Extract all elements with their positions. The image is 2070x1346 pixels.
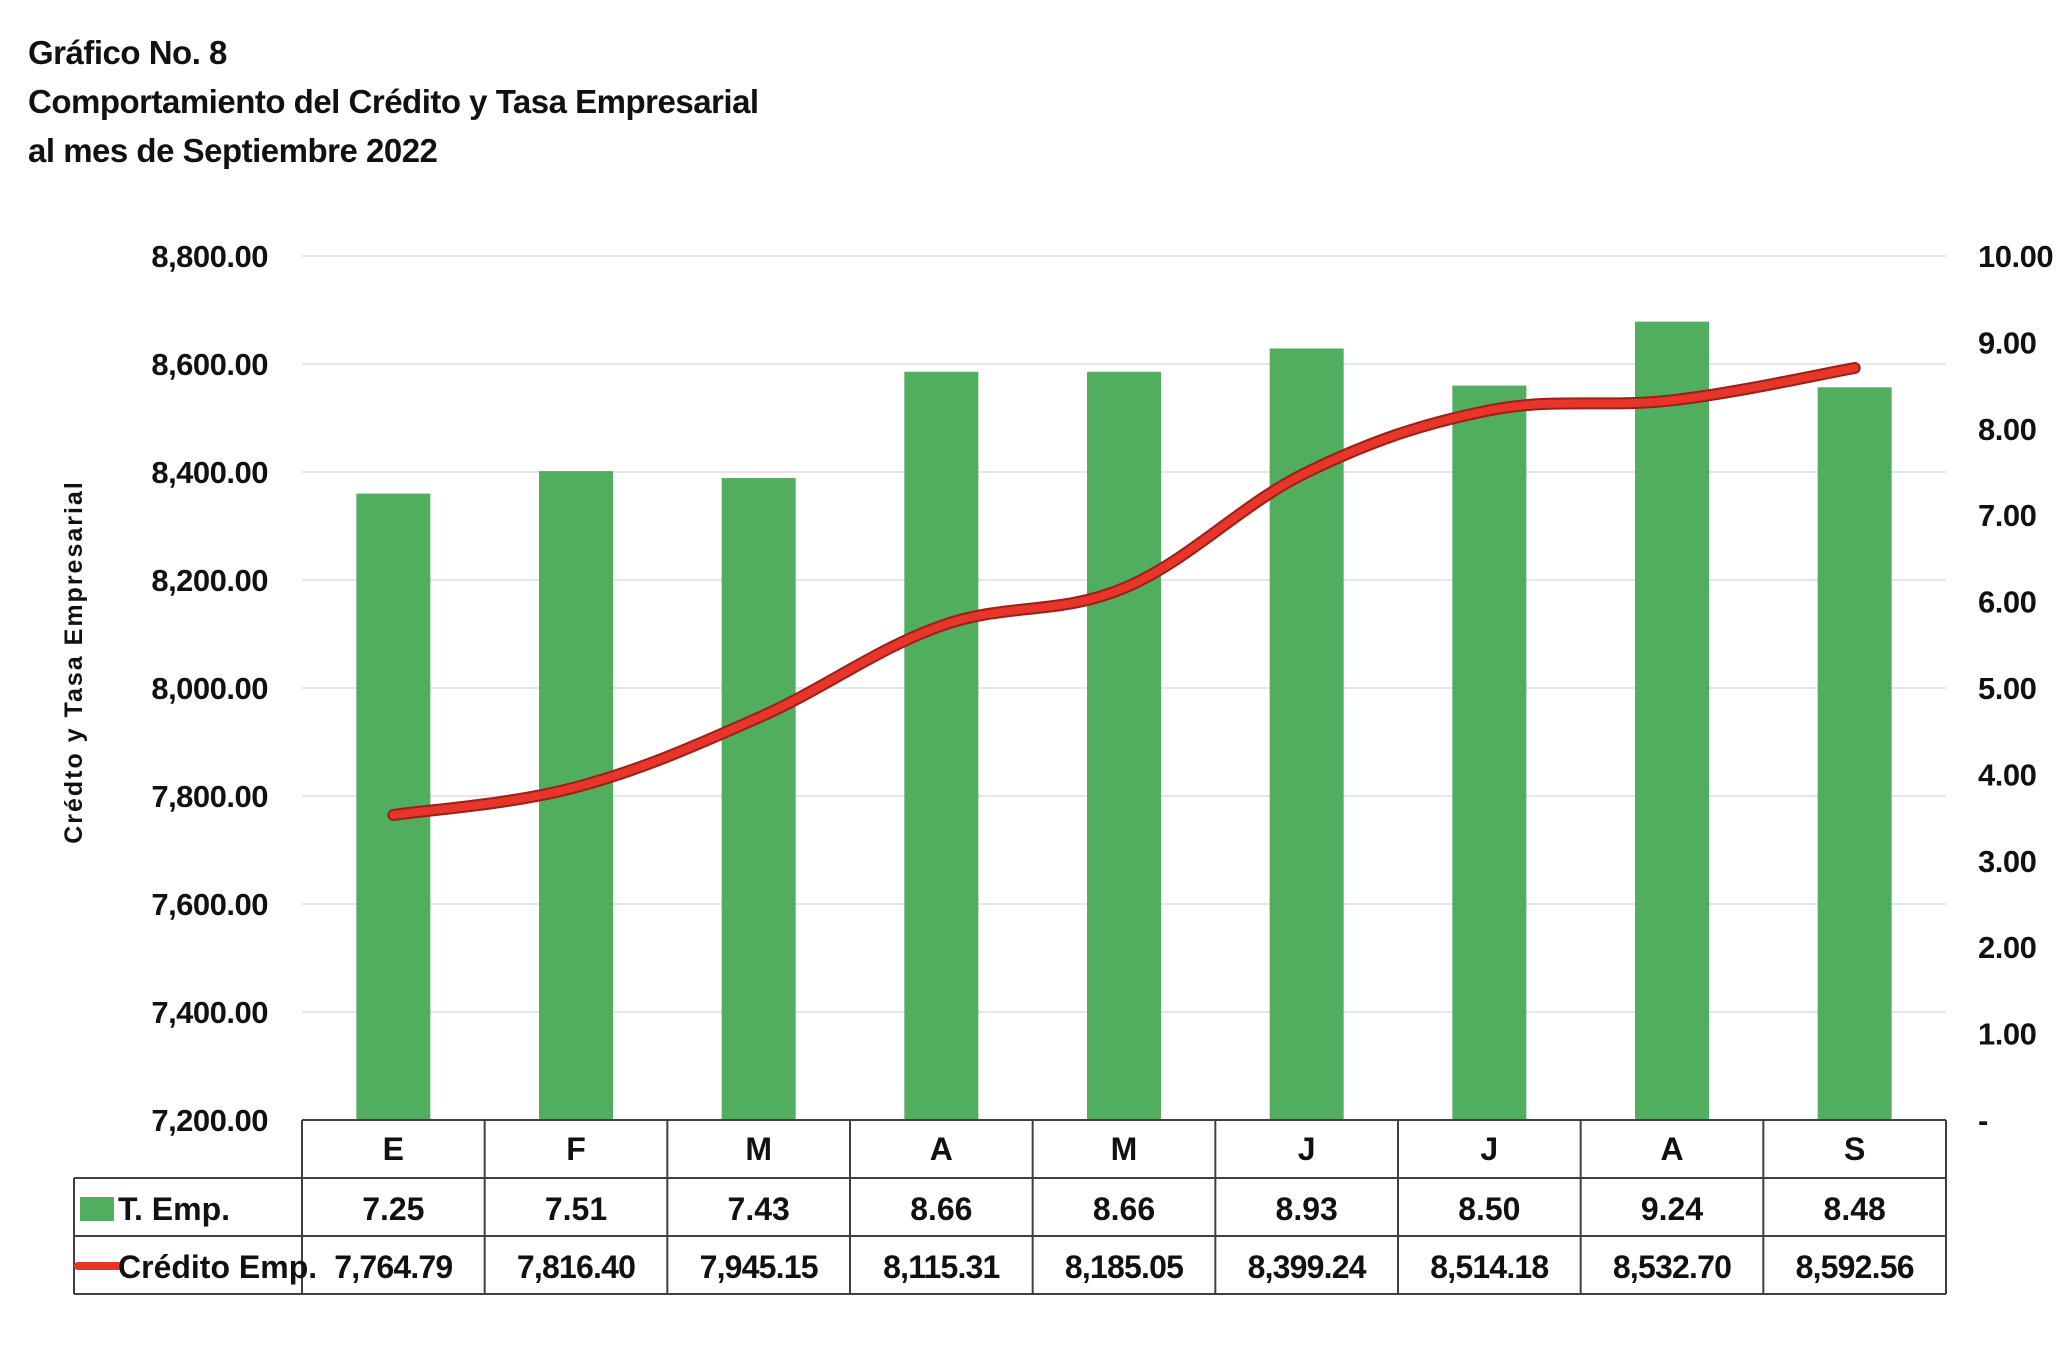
y2-tick-label: - bbox=[1978, 1103, 1988, 1138]
line-point bbox=[940, 624, 943, 627]
table-cell-rate: 7.25 bbox=[362, 1191, 424, 1227]
table-cell-rate: 7.43 bbox=[728, 1191, 790, 1227]
y-tick-label: 7,400.00 bbox=[151, 995, 268, 1030]
y-tick-label: 8,200.00 bbox=[151, 563, 268, 598]
legend-bar-label: T. Emp. bbox=[118, 1191, 230, 1227]
table-cell-rate: 7.51 bbox=[545, 1191, 607, 1227]
line-point bbox=[1488, 409, 1491, 412]
x-category-label: A bbox=[1660, 1131, 1683, 1167]
x-category-label: J bbox=[1480, 1131, 1498, 1167]
line-point bbox=[1123, 587, 1125, 590]
data-table: E F M A M J J A S T. Emp. Crédito Emp. 7.25 7.51 7.43… bbox=[73, 1119, 1947, 1295]
line-point bbox=[1853, 367, 1856, 370]
bar bbox=[1817, 387, 1892, 1120]
table-cell-rate: 8.66 bbox=[1093, 1191, 1155, 1227]
bar bbox=[1635, 321, 1709, 1120]
table-cell-rate: 9.24 bbox=[1641, 1191, 1703, 1227]
bar bbox=[1452, 385, 1527, 1121]
y2-tick-label: 7.00 bbox=[1978, 498, 2036, 533]
chart-subtitle: Comportamiento del Crédito y Tasa Empres… bbox=[28, 83, 759, 120]
y-tick-label: 7,800.00 bbox=[151, 779, 268, 814]
table-cell-credit: 8,399.24 bbox=[1248, 1249, 1367, 1285]
x-category-label: S bbox=[1844, 1131, 1865, 1167]
table-cell-credit: 8,592.56 bbox=[1796, 1249, 1914, 1285]
legend-line-label: Crédito Emp. bbox=[118, 1249, 317, 1285]
chart-title-block: Gráfico No. 8 Comportamiento del Crédito… bbox=[28, 28, 759, 175]
x-category-label: E bbox=[383, 1131, 404, 1167]
table-cell-credit: 8,185.05 bbox=[1065, 1249, 1183, 1285]
y2-tick-label: 10.00 bbox=[1978, 239, 2053, 274]
y2-tick-label: 8.00 bbox=[1978, 412, 2036, 447]
x-category-label: M bbox=[1111, 1131, 1138, 1167]
table-cell-credit: 7,764.79 bbox=[334, 1249, 452, 1285]
right-axis: 10.00 9.00 8.00 7.00 6.00 5.00 4.00 3.00 2.00 1.0… bbox=[1978, 239, 2054, 1138]
table-cell-credit: 8,115.31 bbox=[883, 1249, 999, 1285]
y2-tick-label: 4.00 bbox=[1978, 757, 2036, 792]
x-category-label: M bbox=[745, 1131, 772, 1167]
bar bbox=[721, 478, 796, 1121]
y-tick-label: 8,000.00 bbox=[151, 671, 268, 706]
y-tick-label: 8,400.00 bbox=[151, 455, 268, 490]
line-point bbox=[1671, 399, 1673, 402]
x-category-label: F bbox=[566, 1131, 586, 1167]
line-point bbox=[1305, 471, 1308, 474]
table-cell-rate: 8.50 bbox=[1458, 1191, 1520, 1227]
y-tick-label: 7,200.00 bbox=[151, 1103, 268, 1138]
y2-tick-label: 3.00 bbox=[1978, 844, 2036, 879]
table-cell-credit: 7,816.40 bbox=[517, 1249, 635, 1285]
x-category-label: J bbox=[1298, 1131, 1316, 1167]
table-cell-credit: 7,945.15 bbox=[700, 1249, 818, 1285]
table-cell-rate: 8.66 bbox=[910, 1191, 972, 1227]
y2-tick-label: 6.00 bbox=[1978, 585, 2036, 620]
table-cell-credit: 8,514.18 bbox=[1430, 1249, 1548, 1285]
line-point bbox=[575, 786, 577, 789]
line-series bbox=[387, 362, 1861, 822]
y-axis-label: Crédto y Tasa Empresarial bbox=[60, 480, 88, 844]
line-point bbox=[757, 716, 760, 719]
y2-tick-label: 1.00 bbox=[1978, 1017, 2036, 1052]
y2-tick-label: 5.00 bbox=[1978, 671, 2036, 706]
table-cell-credit: 8,532.70 bbox=[1613, 1249, 1731, 1285]
y2-tick-label: 2.00 bbox=[1978, 930, 2036, 965]
bar bbox=[1087, 371, 1161, 1120]
y-tick-label: 8,800.00 bbox=[151, 239, 268, 274]
x-category-label: A bbox=[930, 1131, 953, 1167]
y2-tick-label: 9.00 bbox=[1978, 325, 2036, 360]
table-cell-rate: 8.93 bbox=[1276, 1191, 1338, 1227]
left-axis: 8,800.00 8,600.00 8,400.00 8,200.00 8,000.00… bbox=[151, 239, 268, 1138]
table-cell-rate: 8.48 bbox=[1824, 1191, 1886, 1227]
y-tick-label: 7,600.00 bbox=[151, 887, 268, 922]
y-tick-label: 8,600.00 bbox=[151, 347, 268, 382]
chart-title: Gráfico No. 8 bbox=[28, 34, 227, 71]
chart-subtitle-date: al mes de Septiembre 2022 bbox=[28, 132, 438, 169]
line-point bbox=[392, 814, 395, 817]
bar-series bbox=[356, 321, 1892, 1121]
bar bbox=[904, 371, 979, 1120]
legend-bar-key bbox=[80, 1197, 114, 1221]
